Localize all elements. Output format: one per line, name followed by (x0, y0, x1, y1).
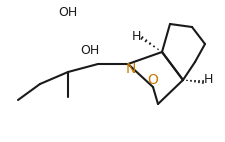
Text: OH: OH (58, 6, 78, 18)
Text: OH: OH (80, 43, 99, 57)
Text: O: O (148, 73, 158, 87)
Text: H: H (132, 30, 141, 42)
Text: H: H (204, 73, 213, 85)
Text: N: N (126, 62, 136, 76)
